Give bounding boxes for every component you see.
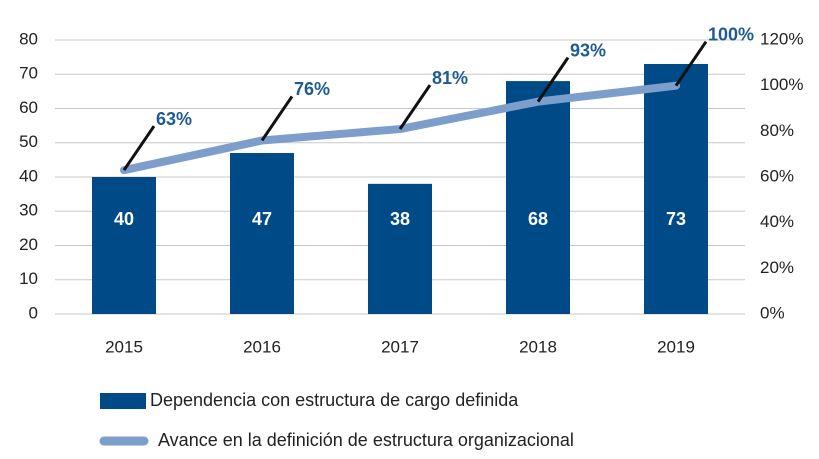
y-tick-label: 40 (19, 166, 38, 185)
bar (506, 81, 570, 314)
x-tick-label: 2017 (381, 337, 419, 356)
y2-tick-label: 80% (760, 121, 794, 140)
y2-tick-label: 40% (760, 212, 794, 231)
bar (368, 183, 432, 314)
line-label: 93% (570, 40, 606, 60)
line-label: 81% (432, 68, 468, 88)
bar-label: 47 (252, 209, 272, 229)
y2-tick-label: 60% (760, 166, 794, 185)
y-tick-label: 70 (19, 64, 38, 83)
y2-tick-label: 0% (760, 303, 785, 322)
y-tick-label: 80 (19, 29, 38, 48)
callout-line (536, 56, 570, 103)
line-label: 100% (708, 24, 754, 44)
line-label: 63% (156, 109, 192, 129)
bar-label: 73 (666, 209, 686, 229)
y2-tick-label: 100% (760, 75, 803, 94)
bar (92, 177, 156, 314)
y-tick-label: 50 (19, 132, 38, 151)
x-tick-label: 2016 (243, 337, 281, 356)
callout-line (122, 125, 156, 171)
bar-label: 40 (114, 209, 134, 229)
bar (230, 153, 294, 314)
y2-tick-label: 120% (760, 29, 803, 48)
line-label: 76% (294, 79, 330, 99)
y2-tick-label: 20% (760, 258, 794, 277)
callout-line (674, 40, 708, 87)
y-tick-label: 20 (19, 235, 38, 254)
bar-label: 38 (390, 209, 410, 229)
legend-swatch (100, 393, 146, 409)
bar-label: 68 (528, 209, 548, 229)
callout-line (398, 84, 432, 130)
x-tick-label: 2018 (519, 337, 557, 356)
x-tick-label: 2019 (657, 337, 695, 356)
legend-label: Dependencia con estructura de cargo defi… (150, 390, 519, 410)
legend-label: Avance en la definición de estructura or… (158, 430, 574, 450)
callout-line (260, 95, 294, 142)
y-tick-label: 60 (19, 98, 38, 117)
y-tick-label: 10 (19, 269, 38, 288)
y-tick-label: 0 (29, 303, 38, 322)
bar (644, 63, 708, 314)
x-tick-label: 2015 (105, 337, 143, 356)
y-tick-label: 30 (19, 201, 38, 220)
